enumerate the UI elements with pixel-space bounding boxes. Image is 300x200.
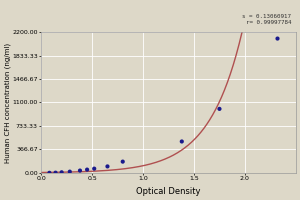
- Point: [179, 140, 184, 143]
- Point: [217, 107, 222, 110]
- Y-axis label: Human CFH concentration (ng/ml): Human CFH concentration (ng/ml): [4, 42, 11, 163]
- Point: [85, 168, 89, 171]
- Point: [53, 171, 58, 174]
- Point: [92, 167, 97, 170]
- Point: [47, 171, 52, 174]
- Point: [78, 169, 82, 172]
- X-axis label: Optical Density: Optical Density: [136, 187, 201, 196]
- Text: s = 0.13060917
r= 0.99997784: s = 0.13060917 r= 0.99997784: [242, 14, 291, 25]
- Point: [120, 160, 125, 163]
- Point: [275, 37, 280, 40]
- Point: [59, 171, 64, 174]
- Point: [105, 165, 110, 168]
- Point: [68, 170, 72, 173]
